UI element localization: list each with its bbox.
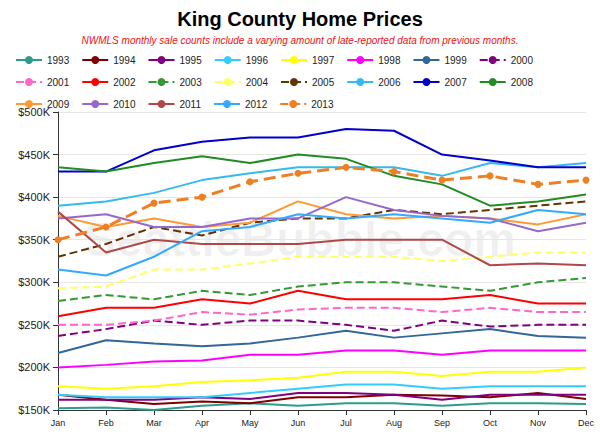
svg-text:1996: 1996	[246, 55, 269, 66]
svg-text:2007: 2007	[444, 77, 467, 88]
svg-text:2009: 2009	[47, 99, 70, 110]
svg-text:Dec: Dec	[578, 418, 595, 428]
svg-text:2001: 2001	[47, 77, 70, 88]
svg-text:2011: 2011	[179, 99, 201, 110]
svg-text:$250K: $250K	[18, 319, 50, 331]
svg-text:Sep: Sep	[434, 418, 450, 428]
svg-text:1997: 1997	[312, 55, 335, 66]
svg-text:Nov: Nov	[530, 418, 547, 428]
svg-text:Jul: Jul	[340, 418, 352, 428]
svg-text:2003: 2003	[179, 77, 202, 88]
svg-text:Jun: Jun	[291, 418, 306, 428]
svg-text:2004: 2004	[246, 77, 269, 88]
svg-text:2012: 2012	[245, 99, 268, 110]
svg-text:2005: 2005	[312, 77, 335, 88]
svg-text:Feb: Feb	[98, 418, 114, 428]
svg-text:2008: 2008	[511, 77, 534, 88]
svg-text:Oct: Oct	[483, 418, 498, 428]
svg-text:$150K: $150K	[18, 404, 50, 416]
svg-text:Jan: Jan	[51, 418, 66, 428]
svg-text:$450K: $450K	[18, 149, 50, 161]
svg-text:King County Home Prices: King County Home Prices	[177, 8, 423, 30]
svg-text:$500K: $500K	[18, 106, 50, 118]
svg-text:NWMLS monthly sale counts incl: NWMLS monthly sale counts include a vary…	[82, 35, 519, 46]
svg-text:1998: 1998	[378, 55, 401, 66]
svg-text:$400K: $400K	[18, 191, 50, 203]
svg-text:2010: 2010	[113, 99, 136, 110]
svg-text:Aug: Aug	[386, 418, 402, 428]
svg-text:2000: 2000	[511, 55, 534, 66]
svg-text:1995: 1995	[179, 55, 202, 66]
svg-text:$300K: $300K	[18, 276, 50, 288]
svg-text:1994: 1994	[113, 55, 136, 66]
svg-text:2013: 2013	[311, 99, 334, 110]
svg-text:$350K: $350K	[18, 234, 50, 246]
svg-text:2006: 2006	[378, 77, 401, 88]
svg-text:1993: 1993	[47, 55, 70, 66]
svg-text:May: May	[241, 418, 259, 428]
svg-text:Apr: Apr	[195, 418, 209, 428]
svg-text:$200K: $200K	[18, 361, 50, 373]
svg-text:1999: 1999	[444, 55, 467, 66]
svg-text:Mar: Mar	[146, 418, 162, 428]
svg-text:2002: 2002	[113, 77, 136, 88]
